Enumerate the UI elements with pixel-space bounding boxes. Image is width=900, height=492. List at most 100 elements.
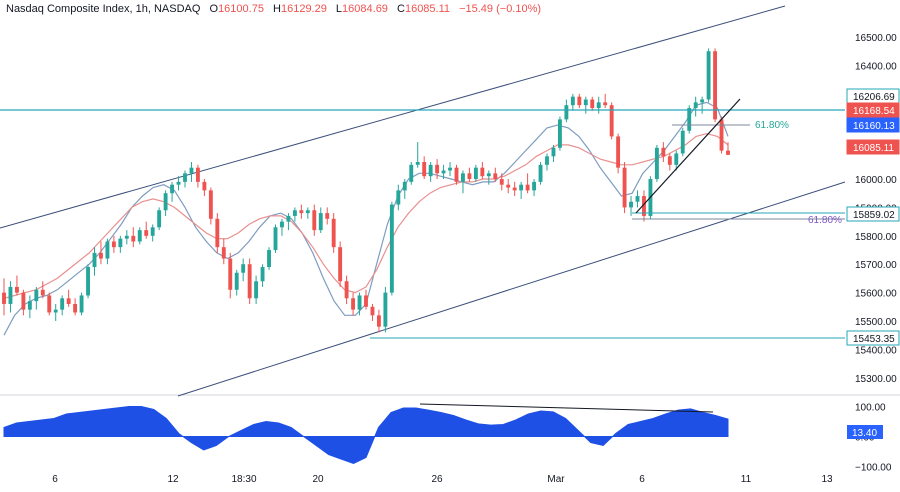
divergence-line — [419, 403, 714, 413]
candle-body — [409, 164, 414, 182]
candle-body — [66, 298, 71, 304]
candle-body — [441, 170, 446, 174]
legend-close-value: 16085.11 — [404, 3, 451, 15]
candle-body — [86, 267, 90, 296]
candle-body — [40, 289, 45, 296]
candle-body — [73, 303, 78, 313]
x-tick-label: 26 — [431, 474, 443, 485]
candle-body — [21, 292, 26, 310]
osc-value-tag-label: 13.40 — [852, 428, 877, 439]
x-tick-label: 11 — [741, 474, 752, 485]
candle-body — [60, 298, 65, 310]
fib-lower-label: 61.80% — [808, 215, 842, 226]
candle-body — [118, 238, 123, 248]
price-tag-box — [846, 330, 900, 346]
osc-y-tick-label: −100.00 — [855, 463, 892, 474]
candle-body — [137, 230, 142, 242]
y-tick-label: 15400.00 — [855, 345, 897, 356]
candle-body — [124, 235, 129, 239]
uptrend-line — [635, 98, 741, 214]
candle-body — [551, 147, 556, 157]
candle-body — [519, 184, 524, 191]
osc-value-tag-box — [847, 425, 883, 439]
y-tick-label: 16000.00 — [855, 175, 897, 186]
candle-body — [719, 119, 724, 151]
candle-body — [2, 292, 6, 304]
candle-body — [622, 167, 627, 208]
candle-body — [344, 281, 349, 299]
candle-body — [53, 309, 58, 313]
candle-body — [241, 264, 246, 273]
candle-body — [726, 150, 730, 155]
candle-body — [157, 210, 162, 228]
candle-body — [305, 210, 310, 214]
candle-body — [312, 210, 317, 231]
candle-body — [234, 272, 239, 290]
channel-lower-line — [177, 181, 846, 397]
candle-body — [713, 51, 718, 120]
candle-body — [273, 227, 278, 251]
legend-close-label: C — [397, 3, 405, 15]
x-tick-label: 6 — [52, 474, 58, 485]
candle-body — [254, 281, 259, 299]
candle-body — [144, 230, 149, 236]
legend-high-value: 16129.29 — [280, 3, 327, 15]
x-tick-label: 6 — [639, 474, 645, 485]
price-tag-box — [846, 102, 900, 118]
candle-body — [609, 105, 614, 137]
x-tick-label: 12 — [167, 474, 179, 485]
candle-body — [629, 201, 633, 208]
candle-body — [422, 161, 427, 177]
x-tick-label: 20 — [312, 474, 324, 485]
candle-body — [370, 306, 375, 316]
candle-body — [47, 295, 52, 313]
candle-body — [396, 190, 401, 205]
candle-body — [402, 181, 407, 191]
candle-body — [331, 218, 336, 248]
candle-body — [299, 210, 304, 214]
oscillator-area — [3, 406, 729, 465]
candle-body — [557, 119, 562, 148]
candle-body — [27, 301, 32, 310]
candle-body — [642, 196, 646, 216]
candle-body — [661, 147, 666, 157]
candle-body — [195, 167, 200, 182]
candle-body — [532, 181, 537, 191]
channel-upper-line — [0, 5, 786, 229]
candle-body — [364, 295, 368, 307]
candle-body — [486, 173, 491, 177]
candle-body — [480, 167, 485, 177]
candle-body — [357, 295, 362, 310]
candle-body — [687, 108, 692, 131]
y-tick-label: 15600.00 — [855, 289, 897, 300]
candle-body — [448, 167, 452, 171]
y-tick-label: 15800.00 — [855, 232, 897, 243]
candle-body — [105, 241, 110, 259]
x-tick-label: Mar — [547, 474, 565, 485]
legend-open-value: 16100.75 — [218, 3, 264, 15]
candle-body — [706, 51, 711, 100]
legend-high-label: H — [273, 3, 281, 15]
candle-body — [674, 153, 679, 165]
price-tag-box — [846, 206, 900, 222]
candle-body — [351, 298, 356, 310]
x-tick-label: 18:30 — [231, 474, 256, 485]
osc-y-tick-label: 100.00 — [855, 403, 886, 414]
y-tick-label: 15300.00 — [855, 374, 897, 385]
candle-body — [667, 156, 672, 165]
legend-low-label: L — [335, 3, 343, 15]
candle-body — [499, 179, 504, 185]
candle-body — [545, 156, 549, 165]
chart-legend: Nasdaq Composite Index, 1h, NASDAQ O1610… — [6, 3, 541, 15]
candle-body — [170, 184, 175, 194]
candle-body — [286, 215, 291, 222]
price-tag-box — [846, 139, 900, 155]
price-tag-label: 16085.11 — [853, 143, 894, 154]
candle-body — [79, 295, 84, 313]
candle-body — [538, 164, 543, 182]
candle-body — [99, 252, 103, 259]
candle-body — [183, 173, 187, 182]
candle-body — [131, 235, 136, 242]
legend-open-label: O — [209, 3, 219, 15]
